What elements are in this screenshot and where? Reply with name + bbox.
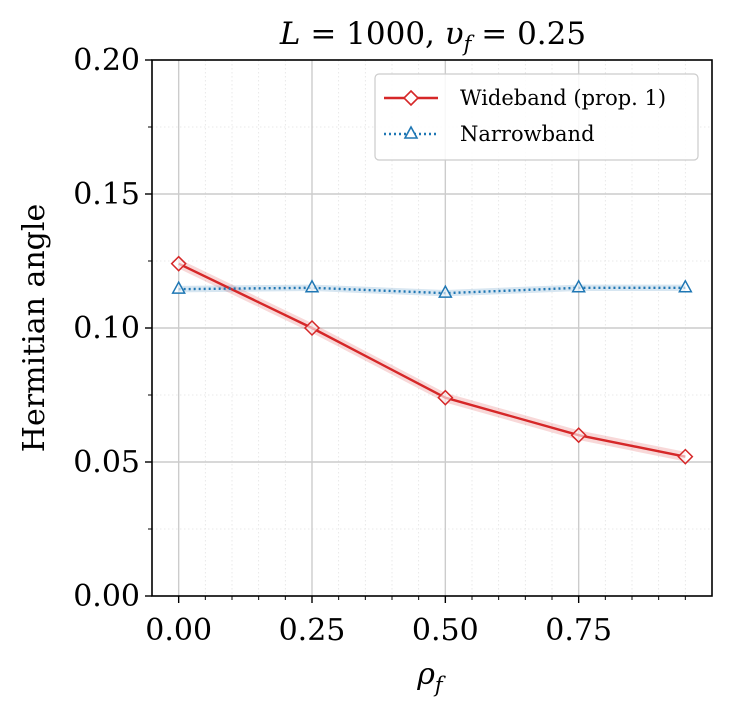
legend: Wideband (prop. 1) Narrowband [374,73,699,161]
chart-title: L = 1000, υf = 0.25 [279,16,586,56]
x-axis-title: ρf [416,657,446,697]
title-var-upsilon: υ [445,16,464,52]
legend-box [374,73,699,161]
y-tick-label: 0.20 [73,43,140,78]
series-markers [170,255,694,465]
series-band [178,284,686,297]
tick-labels: 0.00 0.25 0.50 0.75 0.00 0.05 0.10 0.15 0.20 [73,43,612,648]
y-tick-label: 0.00 [73,579,140,614]
legend-marker-wideband [402,89,420,107]
legend-label-wideband: Wideband (prop. 1) [460,86,666,110]
x-axis-rho: ρ [416,657,435,692]
y-tick-label: 0.15 [73,177,140,212]
y-tick-label: 0.05 [73,445,140,480]
data-point [437,389,454,406]
data-point [171,280,186,294]
data-point [303,319,321,337]
data-point [571,279,586,293]
y-tick-label: 0.10 [73,311,140,346]
data-point [570,427,587,444]
y-axis-title: Hermitian angle [17,204,52,452]
x-tick-label: 0.75 [545,613,612,648]
data-point [304,279,320,293]
x-tick-label: 0.50 [412,613,479,648]
legend-marker-narrowband [403,125,419,139]
title-eq-2: = 0.25 [471,16,586,52]
title-eq-1: = 1000, [300,16,444,52]
data-point [170,255,187,272]
data-point [678,279,693,293]
x-tick-label: 0.00 [145,613,212,648]
legend-label-narrowband: Narrowband [460,122,595,146]
title-sub-f: f [462,32,475,56]
x-axis-sub-f: f [433,673,446,697]
x-tick-label: 0.25 [279,613,346,648]
data-point [438,284,453,298]
title-var-l: L [279,16,301,52]
axis-ticks [145,59,686,603]
data-point [677,448,694,465]
